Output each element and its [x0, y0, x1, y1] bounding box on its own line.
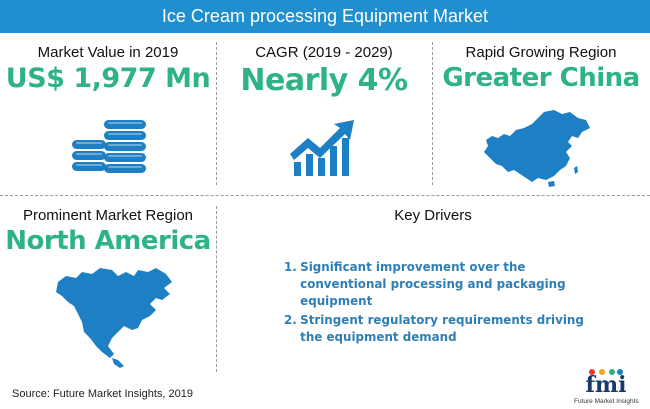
divider-vertical-1	[216, 42, 217, 185]
driver-text: Significant improvement over the convent…	[300, 259, 566, 308]
growing-region-panel: Rapid Growing Region Greater China	[432, 38, 650, 93]
coin-stack-icon	[72, 120, 146, 173]
divider-vertical-2	[432, 42, 433, 185]
prominent-region-label: Prominent Market Region	[22, 207, 194, 224]
key-drivers-label: Key Drivers	[394, 207, 472, 224]
source-note: Source: Future Market Insights, 2019	[12, 388, 193, 400]
market-value-label: Market Value in 2019	[37, 44, 179, 61]
prominent-region-figure: North America	[5, 226, 211, 256]
list-item: 1. Significant improvement over the conv…	[284, 258, 607, 309]
logo-dots-icon	[589, 369, 623, 375]
logo-subtitle: Future Market Insights	[574, 398, 639, 405]
logo-mark: fmi	[585, 372, 627, 398]
growing-region-label: Rapid Growing Region	[465, 44, 617, 61]
driver-text: Stringent regulatory requirements drivin…	[300, 312, 584, 344]
cagr-label: CAGR (2019 - 2029)	[255, 44, 393, 61]
page-title: Ice Cream processing Equipment Market	[0, 0, 650, 33]
divider-vertical-3	[216, 206, 217, 372]
key-drivers-list: 1. Significant improvement over the conv…	[284, 258, 624, 347]
fmi-logo: fmi Future Market Insights	[574, 368, 639, 406]
prominent-region-panel: Prominent Market Region North America	[0, 203, 216, 256]
growth-chart-icon	[290, 120, 354, 176]
china-map-icon	[484, 110, 590, 187]
driver-number: 2.	[284, 312, 297, 327]
list-item: 2. Stringent regulatory requirements dri…	[284, 311, 607, 345]
key-drivers-panel: Key Drivers	[216, 203, 650, 224]
driver-number: 1.	[284, 259, 297, 274]
growing-region-figure: Greater China	[442, 63, 640, 93]
north-america-map-icon	[56, 268, 172, 368]
market-value-panel: Market Value in 2019 US$ 1,977 Mn	[0, 38, 216, 94]
divider-horizontal	[0, 195, 650, 196]
cagr-figure: Nearly 4%	[240, 63, 408, 98]
cagr-panel: CAGR (2019 - 2029) Nearly 4%	[216, 38, 432, 98]
market-value-figure: US$ 1,977 Mn	[5, 63, 211, 94]
